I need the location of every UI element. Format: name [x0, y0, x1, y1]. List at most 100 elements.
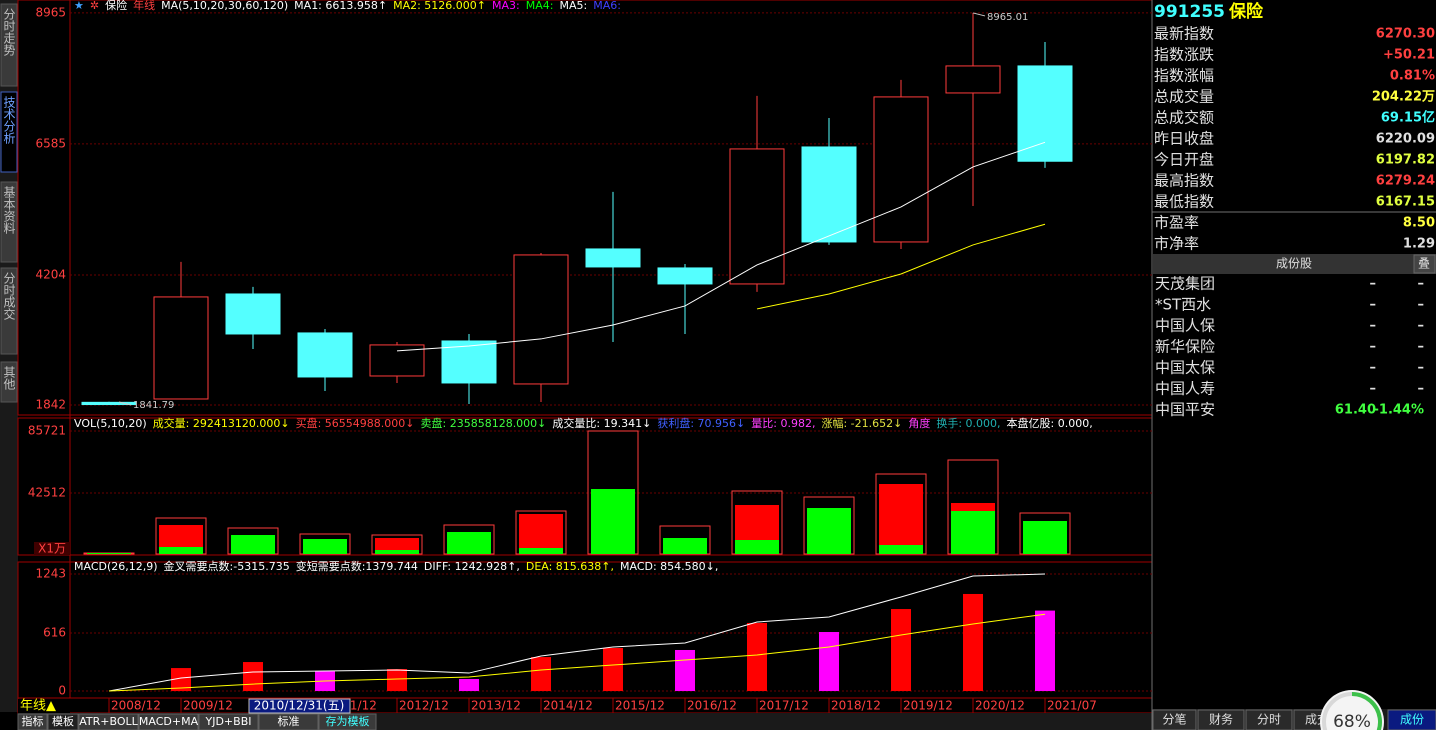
right-tab[interactable]	[1197, 709, 1245, 730]
x-tick-label: 2013/12	[471, 699, 521, 713]
y-tick-label: 6585	[35, 136, 66, 150]
bottom-tab[interactable]	[198, 713, 259, 730]
component-price: 61.40	[1335, 403, 1376, 418]
ma-line	[756, 223, 1046, 310]
header-item: MACD: 854.580↓,	[620, 560, 718, 573]
candle-body	[729, 148, 785, 285]
header-item: 买盘: 56554988.000↓	[296, 416, 415, 430]
bottom-tab-label: 模板	[52, 714, 74, 728]
sidebar	[0, 0, 18, 712]
header-item: 换手: 0.000,	[936, 416, 1000, 430]
macd-bar	[819, 632, 839, 692]
component-name[interactable]: *ST西水	[1155, 296, 1211, 314]
header-item: 成交量: 292413120.000↓	[153, 416, 290, 430]
component-name[interactable]: 中国人保	[1155, 317, 1215, 335]
panel-header: VOL(5,10,20) 成交量: 292413120.000↓ 买盘: 56554…	[74, 416, 1093, 430]
sidebar-tab[interactable]	[0, 361, 18, 403]
quote-value: +50.21	[1383, 48, 1435, 63]
component-name[interactable]: 新华保险	[1155, 338, 1215, 356]
component-name[interactable]: 中国人寿	[1155, 380, 1215, 398]
ma-line	[396, 141, 1046, 352]
period-label: 年线▲	[20, 699, 56, 714]
right-tab[interactable]	[1152, 709, 1197, 730]
components-header: 成份股	[1276, 257, 1312, 271]
sidebar-tab[interactable]	[0, 181, 18, 263]
component-name[interactable]: 天茂集团	[1155, 275, 1215, 293]
header-item: 角度	[908, 416, 930, 430]
bottom-tab[interactable]	[138, 713, 199, 730]
macd-bar	[747, 622, 767, 692]
component-change: –	[1418, 340, 1425, 355]
quote-value: 6279.24	[1376, 174, 1435, 189]
macd-bar	[675, 649, 695, 692]
candle-body	[153, 296, 209, 400]
right-tab[interactable]	[1387, 709, 1436, 730]
sidebar-tab[interactable]	[0, 3, 18, 87]
ratio-value: 1.29	[1403, 237, 1435, 252]
low-marker-line	[118, 401, 132, 406]
quote-label: 总成交量	[1154, 88, 1214, 106]
x-tick-label: 2016/12	[687, 699, 737, 713]
header-item: 金叉需要点数:-5315.735	[164, 559, 290, 573]
bottom-tab[interactable]	[78, 713, 139, 730]
candle-body	[585, 248, 641, 268]
component-change: –	[1418, 382, 1425, 397]
volume-red	[519, 513, 563, 554]
header-item: MA(5,10,20,30,60,120)	[161, 0, 288, 12]
header-item: MA4:	[526, 0, 554, 12]
overlay-btn[interactable]	[1413, 254, 1436, 274]
sidebar-tab-label: 其他	[2, 366, 16, 390]
component-name[interactable]: 中国太保	[1155, 359, 1215, 377]
header-item: ★	[74, 0, 84, 12]
x-tick-label: 2008/12	[111, 699, 161, 713]
volume-green	[447, 532, 491, 554]
bottom-tab[interactable]	[258, 713, 319, 730]
volume-green	[87, 552, 131, 554]
gauge-label: 68%	[1333, 712, 1371, 730]
sidebar-tab-label: 分时走势	[2, 8, 16, 56]
panel-header: MACD(26,12,9) 金叉需要点数:-5315.735 变短需要点数:1379…	[74, 559, 718, 573]
macd-bar	[459, 678, 479, 692]
component-name[interactable]: 中国平安	[1155, 401, 1215, 419]
volume-green	[807, 507, 851, 554]
bottom-tab[interactable]	[17, 713, 48, 730]
quote-label: 总成交额	[1154, 109, 1214, 127]
header-item: 涨幅: -21.652↓	[821, 417, 902, 430]
component-price: –	[1370, 277, 1377, 292]
quote-value: 6197.82	[1376, 153, 1435, 168]
x-tick-label: 2019/12	[903, 699, 953, 713]
cursor-label: 2010/12/31(五)	[254, 699, 345, 713]
x-tick-label: 2014/12	[543, 699, 593, 713]
volume-green	[375, 550, 419, 554]
header-item: 成交量比: 19.341↓	[552, 416, 651, 430]
sidebar-tab-label: 技术分析	[2, 96, 16, 145]
volume-green	[1023, 520, 1067, 554]
sidebar-tab[interactable]	[0, 267, 18, 355]
quote-label: 指数涨幅	[1154, 67, 1214, 85]
sidebar-tab[interactable]	[0, 91, 18, 173]
y-tick-label: 616	[43, 626, 66, 640]
volume-green	[663, 537, 707, 554]
quote-value: 204.22万	[1372, 90, 1435, 105]
header-item: 获利盘: 70.956↓	[657, 416, 745, 430]
volume-green	[519, 548, 563, 554]
header-item: 量比: 0.982,	[751, 417, 815, 430]
component-price: –	[1370, 298, 1377, 313]
x-tick-label: 2015/12	[615, 699, 665, 713]
header-item: MA3:	[492, 0, 520, 12]
header-item: MA5:	[559, 0, 587, 12]
y-tick-label: 4204	[35, 267, 66, 281]
ratio-label: 市净率	[1154, 235, 1199, 253]
bottom-tab[interactable]	[47, 713, 79, 730]
quote-label: 最低指数	[1154, 193, 1214, 211]
right-tab[interactable]	[1245, 709, 1293, 730]
sidebar-tab-label: 分时成交	[2, 272, 16, 321]
unit-bg	[34, 542, 70, 555]
component-price: –	[1370, 319, 1377, 334]
bottom-tab[interactable]	[318, 713, 377, 730]
x-tick-label: 2012/12	[399, 699, 449, 713]
candle-body	[1017, 65, 1073, 162]
quote-label: 最新指数	[1154, 25, 1214, 43]
